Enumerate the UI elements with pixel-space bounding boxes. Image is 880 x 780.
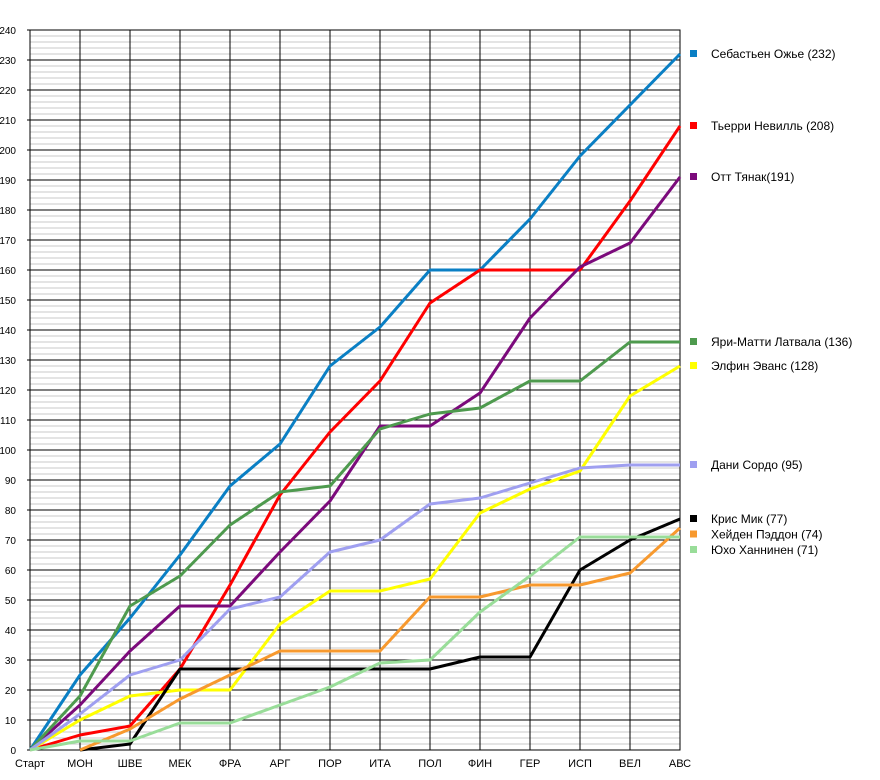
- series-line: [28, 340, 680, 752]
- y-tick-label: 110: [0, 416, 16, 427]
- legend-swatch: [690, 546, 697, 553]
- y-tick-label: 130: [0, 356, 16, 367]
- legend-swatch: [690, 461, 697, 468]
- legend-label: Себастьен Ожье (232): [711, 47, 836, 61]
- x-tick-label: МЕК: [169, 758, 193, 770]
- y-tick-label: 150: [0, 296, 16, 307]
- x-tick-label: ШВЕ: [118, 758, 143, 770]
- y-tick-label: 10: [5, 716, 17, 727]
- x-tick-label: ПОЛ: [418, 758, 442, 770]
- series-line: [29, 535, 680, 752]
- x-tick-label: ПОР: [318, 758, 342, 770]
- legend-item: Отт Тянак(191): [690, 170, 794, 184]
- y-tick-label: 90: [5, 476, 17, 487]
- legend-label: Дани Сордо (95): [711, 458, 803, 472]
- legend-swatch: [690, 50, 697, 57]
- legend-label: Тьерри Невилль (208): [711, 119, 834, 133]
- y-tick-label: 30: [5, 656, 17, 667]
- x-tick-label: ВЕЛ: [619, 758, 641, 770]
- x-tick-label: АРГ: [270, 758, 291, 770]
- legend-item: Хейден Пэддон (74): [690, 528, 822, 542]
- legend-label: Крис Мик (77): [711, 512, 787, 526]
- y-tick-label: 140: [0, 326, 16, 337]
- y-tick-label: 180: [0, 206, 16, 217]
- series-line: [29, 364, 681, 752]
- y-axis: 0 10 20 30 40 50 60 70 80 90 100 110 120 130 140 150 160…: [0, 26, 30, 757]
- legend-swatch: [690, 122, 697, 129]
- series-line: [29, 463, 680, 752]
- legend-swatch: [690, 173, 697, 180]
- y-tick-label: 40: [5, 626, 17, 637]
- x-tick-label: ИСП: [568, 758, 592, 770]
- y-tick-label: 160: [0, 266, 16, 277]
- y-tick-label: 60: [5, 566, 17, 577]
- legend-label: Юхо Ханнинен (71): [711, 543, 818, 557]
- x-tick-label: ФРА: [219, 758, 242, 770]
- legend-label: Отт Тянак(191): [711, 170, 794, 184]
- legend-item: Элфин Эванс (128): [690, 359, 818, 373]
- y-tick-label: 0: [10, 746, 16, 757]
- y-tick-label: 200: [0, 146, 16, 157]
- y-tick-label: 20: [5, 686, 17, 697]
- legend-swatch: [690, 338, 697, 345]
- legend-swatch: [690, 362, 697, 369]
- series-line: [29, 125, 682, 752]
- grid: [29, 29, 681, 751]
- x-tick-label: ФИН: [468, 758, 492, 770]
- y-tick-label: 50: [5, 596, 17, 607]
- x-tick-label: МОН: [67, 758, 93, 770]
- y-tick-label: 210: [0, 116, 16, 127]
- series-line: [28, 176, 682, 752]
- y-tick-label: 80: [5, 506, 17, 517]
- y-tick-label: 220: [0, 86, 16, 97]
- legend-item: Себастьен Ожье (232): [690, 47, 836, 61]
- legend-item: Дани Сордо (95): [690, 458, 803, 472]
- legend-label: Хейден Пэддон (74): [711, 528, 822, 542]
- series-line: [28, 52, 682, 751]
- series-line: [79, 517, 681, 752]
- series-line: [79, 526, 682, 752]
- legend: Себастьен Ожье (232) Тьерри Невилль (208)…: [690, 47, 852, 557]
- y-tick-label: 120: [0, 386, 16, 397]
- x-axis: Старт МОН ШВЕ МЕК ФРА АРГ ПОР ИТА ПОЛ ФИН ГЕР ИСП ВЕ…: [15, 758, 691, 770]
- y-tick-label: 230: [0, 56, 16, 67]
- x-tick-label: ГЕР: [520, 758, 541, 770]
- x-tick-label: ИТА: [369, 758, 391, 770]
- legend-item: Юхо Ханнинен (71): [690, 543, 818, 557]
- legend-swatch: [690, 515, 697, 522]
- x-tick-label: Старт: [15, 758, 45, 770]
- legend-item: Крис Мик (77): [690, 512, 787, 526]
- legend-item: Тьерри Невилль (208): [690, 119, 834, 133]
- y-tick-label: 70: [5, 536, 17, 547]
- y-tick-label: 190: [0, 176, 16, 187]
- y-tick-label: 170: [0, 236, 16, 247]
- legend-swatch: [690, 530, 697, 538]
- legend-item: Яри-Матти Латвала (136): [690, 335, 852, 349]
- x-tick-label: АВС: [669, 758, 691, 770]
- legend-label: Яри-Матти Латвала (136): [711, 335, 852, 349]
- legend-label: Элфин Эванс (128): [711, 359, 818, 373]
- y-tick-label: 240: [0, 26, 16, 37]
- y-tick-label: 100: [0, 446, 16, 457]
- series-lines: [28, 52, 682, 752]
